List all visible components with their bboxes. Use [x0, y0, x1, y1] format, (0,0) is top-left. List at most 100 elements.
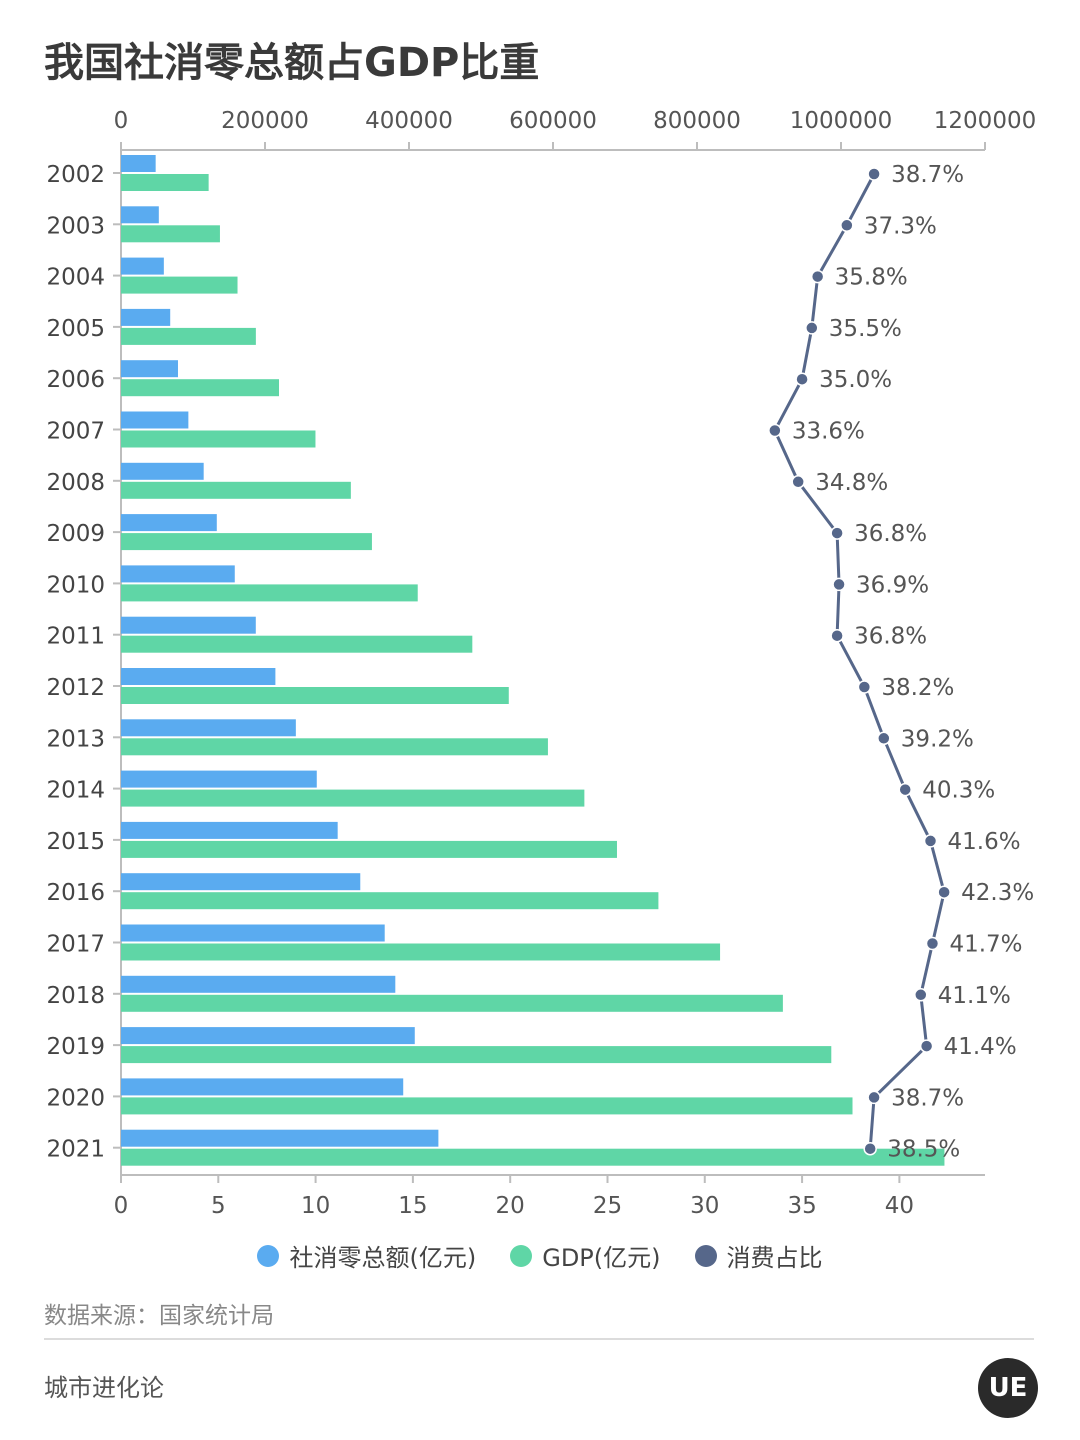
ratio-label: 38.7%: [891, 1085, 964, 1111]
category-label: 2005: [46, 316, 105, 342]
ratio-line: 38.7% 37.3% 35.8% 35.5% 35.0% 33.6% 34.8% 36.8%…: [768, 162, 1034, 1163]
bottom-tick-label: 15: [398, 1193, 427, 1219]
ratio-label: 34.8%: [815, 470, 888, 496]
category-label: 2018: [46, 983, 105, 1009]
bar-retail: [121, 1027, 415, 1045]
top-tick-label: 200000: [221, 108, 309, 134]
bars: 2002 2003 2004 2005 2006 2007 2008 2009 2010 2011…: [46, 155, 945, 1166]
legend: 社消零总额(亿元) GDP(亿元) 消费占比: [0, 1238, 1080, 1273]
ratio-label: 38.7%: [891, 162, 964, 188]
bar-gdp: [121, 225, 220, 243]
category-label: 2007: [46, 419, 105, 445]
bar-retail: [121, 565, 235, 583]
ratio-label: 41.6%: [948, 829, 1021, 855]
bar-retail: [121, 155, 156, 172]
category-label: 2014: [46, 778, 105, 804]
ratio-point: [810, 269, 825, 284]
category-label: 2013: [46, 726, 105, 752]
ratio-point: [830, 628, 844, 643]
bar-retail: [121, 257, 164, 275]
category-label: 2019: [46, 1034, 105, 1060]
bar-retail: [121, 924, 385, 942]
bar-retail: [121, 514, 217, 532]
bar-retail: [121, 975, 396, 993]
bar-gdp: [121, 994, 783, 1012]
bar-gdp: [121, 738, 548, 756]
chart: 0 200000 400000 600000 800000 1000000 1200000 …: [46, 108, 1036, 1219]
ratio-label: 35.0%: [819, 367, 892, 393]
category-label: 2002: [46, 162, 105, 188]
category-label: 2017: [46, 932, 105, 958]
ratio-point: [867, 1090, 881, 1105]
category-label: 2015: [46, 829, 105, 855]
bar-retail: [121, 1078, 404, 1096]
top-tick-label: 1200000: [934, 108, 1036, 134]
bar-gdp: [121, 892, 659, 910]
top-tick-label: 1000000: [790, 108, 892, 134]
bar-retail: [121, 360, 178, 378]
bar-gdp: [121, 584, 418, 602]
bottom-tick-label: 40: [885, 1193, 914, 1219]
bar-retail: [121, 308, 171, 326]
legend-label-retail: 社消零总额(亿元): [289, 1244, 477, 1272]
bar-retail: [121, 206, 159, 224]
bar-gdp: [121, 379, 279, 397]
bar-gdp: [121, 327, 256, 345]
legend-item-retail[interactable]: 社消零总额(亿元): [257, 1238, 476, 1273]
brand-name: 城市进化论: [44, 1374, 164, 1402]
bar-retail: [121, 616, 256, 634]
ratio-label: 39.2%: [901, 726, 974, 752]
bar-retail: [121, 821, 338, 839]
top-tick-label: 400000: [365, 108, 453, 134]
bottom-tick-label: 25: [593, 1193, 622, 1219]
ratio-label: 33.6%: [792, 419, 865, 445]
footer-divider: [44, 1338, 1034, 1340]
bar-gdp: [121, 1097, 853, 1115]
bar-gdp: [121, 481, 351, 499]
ratio-point: [923, 834, 938, 848]
ratio-point: [914, 988, 928, 1002]
bar-gdp: [121, 1046, 832, 1064]
legend-label-gdp: GDP(亿元): [542, 1244, 661, 1272]
bar-gdp: [121, 635, 473, 653]
category-label: 2009: [46, 521, 105, 547]
bottom-tick-label: 30: [690, 1193, 719, 1219]
ratio-point: [857, 680, 872, 694]
legend-item-ratio[interactable]: 消费占比: [694, 1238, 823, 1273]
ratio-label: 41.4%: [944, 1034, 1017, 1060]
category-label: 2016: [46, 880, 105, 906]
ratio-label: 38.2%: [881, 675, 954, 701]
bar-retail: [121, 462, 204, 480]
ratio-label: 37.3%: [864, 213, 937, 239]
ratio-point: [840, 218, 854, 233]
bar-gdp: [121, 276, 238, 294]
ratio-label: 36.8%: [854, 624, 927, 650]
bar-retail: [121, 1129, 439, 1147]
category-label: 2011: [46, 624, 105, 650]
bar-retail: [121, 668, 276, 685]
category-label: 2006: [46, 367, 105, 393]
ratio-label: 42.3%: [961, 880, 1034, 906]
legend-item-gdp[interactable]: GDP(亿元): [510, 1238, 661, 1273]
category-label: 2004: [46, 265, 105, 291]
legend-label-ratio: 消费占比: [726, 1244, 823, 1272]
category-label: 2012: [46, 675, 105, 701]
bar-retail: [121, 873, 361, 891]
legend-dot-gdp: [510, 1244, 533, 1267]
ratio-label: 35.5%: [829, 316, 902, 342]
category-label: 2010: [46, 572, 105, 598]
top-tick-label: 0: [114, 108, 129, 134]
top-axis: 0 200000 400000 600000 800000 1000000 1200000: [114, 108, 1036, 151]
bar-gdp: [121, 943, 721, 961]
category-label: 2020: [46, 1085, 105, 1111]
category-label: 2021: [46, 1137, 105, 1163]
category-label: 2008: [46, 470, 105, 496]
bar-gdp: [121, 430, 316, 448]
bottom-tick-label: 35: [787, 1193, 816, 1219]
ratio-polyline: [773, 173, 946, 1149]
ratio-label: 41.7%: [949, 932, 1022, 958]
ratio-point: [795, 372, 809, 386]
ratio-label: 40.3%: [922, 778, 995, 804]
ratio-label: 35.8%: [835, 265, 908, 291]
ratio-point: [768, 423, 782, 438]
